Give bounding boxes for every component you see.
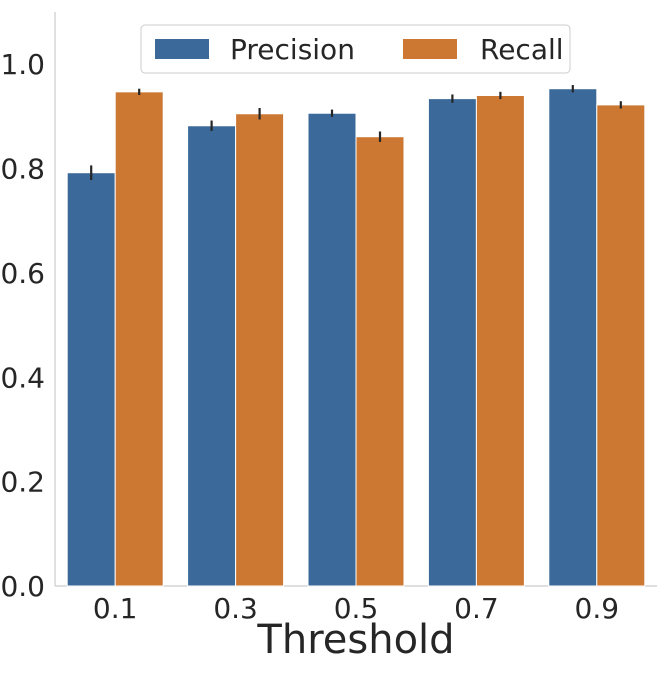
x-tick-label: 0.7 — [454, 592, 499, 625]
x-axis-label: Threshold — [256, 617, 454, 663]
legend-label-recall: Recall — [480, 33, 564, 66]
legend-swatch-recall — [403, 39, 457, 59]
bar-recall-0.7 — [475, 94, 525, 587]
bar-recall-0.1 — [114, 91, 164, 587]
legend-label-precision: Precision — [230, 33, 355, 66]
bar-precision-0.5 — [307, 112, 357, 587]
bar-precision-0.7 — [427, 98, 477, 587]
x-tick-label: 0.5 — [334, 592, 379, 625]
error-bars-layer — [90, 85, 622, 181]
y-tick-label: 0.2 — [0, 466, 45, 499]
bar-recall-0.9 — [596, 104, 646, 587]
bar-precision-0.1 — [66, 172, 116, 587]
bar-precision-0.3 — [187, 125, 237, 587]
bar-recall-0.3 — [235, 113, 285, 587]
y-tick-label: 0.4 — [0, 361, 45, 394]
ticks-layer: 0.0 0.2 0.4 0.6 0.8 1.0 0.1 0.3 0.5 0.7 0.9 — [0, 48, 619, 625]
legend-frame — [140, 24, 571, 74]
x-tick-label: 0.1 — [93, 592, 138, 625]
x-tick-label: 0.3 — [213, 592, 258, 625]
bar-recall-0.5 — [355, 136, 405, 587]
bar-precision-0.9 — [548, 88, 598, 587]
bars-layer — [66, 88, 646, 587]
legend-swatch-precision — [155, 39, 209, 59]
y-tick-label: 0.0 — [0, 570, 45, 603]
legend: Precision Recall — [140, 24, 571, 74]
x-tick-label: 0.9 — [575, 592, 620, 625]
y-tick-label: 0.8 — [0, 153, 45, 186]
y-tick-label: 1.0 — [0, 48, 45, 81]
y-tick-label: 0.6 — [0, 257, 45, 290]
